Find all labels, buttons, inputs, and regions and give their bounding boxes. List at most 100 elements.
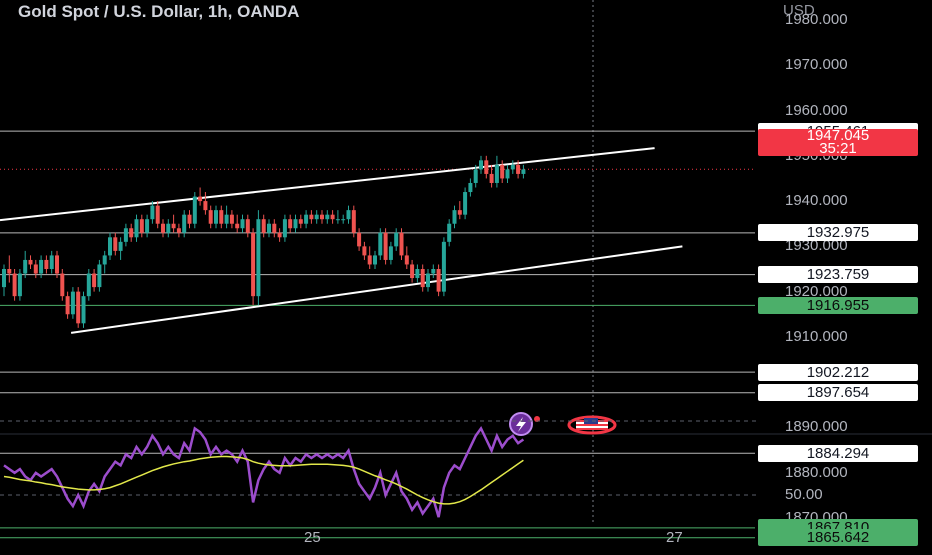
candle-body (33, 264, 38, 274)
candle-body (7, 269, 12, 274)
candle-body (484, 160, 489, 174)
candle-body (2, 269, 6, 288)
candle-body (351, 210, 356, 233)
candle-body (176, 228, 181, 233)
candle-body (325, 214, 330, 220)
candle-body (457, 210, 462, 215)
candle-body (479, 160, 483, 170)
candle-body (192, 196, 197, 224)
candle-body (399, 232, 404, 256)
candle-body (320, 214, 324, 220)
candle-body (118, 241, 123, 251)
candle-body (304, 214, 309, 224)
level-label[interactable]: 1902.212 (758, 363, 918, 381)
candle-body (463, 192, 468, 215)
y-tick-label: 1910.000 (785, 327, 848, 345)
chart-title: Gold Spot / U.S. Dollar, 1h, OANDA (18, 2, 300, 21)
us-flag-icon[interactable] (567, 415, 617, 435)
level-label[interactable]: 1916.955 (758, 296, 918, 314)
rsi-ma-line (3, 455, 524, 505)
y-tick-label: 1960.000 (785, 101, 848, 119)
candle-body (394, 232, 399, 247)
candle-body (203, 201, 208, 211)
candle-body (282, 219, 287, 238)
candle-body (447, 223, 452, 242)
candle-body (150, 205, 155, 220)
candle-body (473, 169, 478, 183)
candle-body (12, 273, 17, 297)
candle-body (70, 291, 75, 315)
candle-body (441, 241, 446, 292)
candle-body (23, 259, 28, 274)
candle-body (404, 255, 409, 265)
candle-body (431, 269, 436, 274)
candle-body (182, 214, 187, 233)
candle-body (123, 228, 128, 242)
flash-event-icon[interactable] (509, 412, 540, 436)
candle-body (235, 223, 240, 229)
level-label[interactable]: 1923.759 (758, 266, 918, 284)
y-tick-label: 1970.000 (785, 56, 848, 74)
candle-body (60, 273, 65, 297)
rsi-tick-label: 50.00 (785, 486, 823, 503)
candle-body (505, 169, 510, 179)
candle-body (367, 255, 372, 265)
candle-body (113, 237, 118, 251)
candle-body (17, 273, 22, 297)
candle-body (357, 232, 362, 247)
candle-body (214, 210, 218, 224)
candle-body (76, 291, 81, 324)
candle-body (346, 210, 351, 220)
currency-label: USD (783, 2, 815, 19)
level-label[interactable]: 1884.294 (758, 444, 918, 462)
bar-countdown: 35:21 (819, 140, 857, 157)
candle-body (500, 164, 505, 179)
candle-body (277, 232, 282, 238)
candle-body (362, 246, 367, 256)
candle-body (145, 219, 150, 233)
candle-body (229, 214, 234, 224)
last-price-tag: 1947.045 35:21 (758, 128, 918, 157)
candle-body (436, 269, 441, 292)
candle-body (55, 255, 59, 274)
candle-body (516, 164, 521, 174)
candle-body (256, 219, 261, 297)
upper-channel-line[interactable] (0, 147, 655, 222)
candle-body (309, 214, 314, 220)
candle-body (521, 169, 526, 174)
level-label[interactable]: 1865.642 (758, 529, 918, 547)
candle-body (489, 173, 494, 183)
candle-body (28, 259, 33, 265)
candle-body (161, 223, 165, 233)
candle-body (415, 269, 420, 279)
candle-body (267, 223, 271, 233)
candle-body (330, 214, 335, 220)
level-label[interactable]: 1897.654 (758, 384, 918, 402)
candle-body (219, 210, 224, 224)
candle-body (452, 210, 457, 224)
candle-body (378, 232, 383, 256)
candle-body (426, 273, 430, 288)
candle-body (224, 214, 229, 224)
candle-body (261, 219, 266, 233)
candle-body (166, 223, 171, 233)
candle-body (298, 219, 303, 224)
candle-body (65, 296, 70, 315)
y-tick-label: 1890.000 (785, 418, 848, 436)
candle-body (420, 269, 425, 288)
candle-body (341, 219, 346, 221)
candle-body (208, 210, 213, 224)
candle-body (155, 205, 160, 224)
candle-body (468, 182, 473, 193)
level-label[interactable]: 1932.975 (758, 224, 918, 242)
y-tick-label: 1930.000 (785, 237, 848, 255)
y-tick-label: 1880.000 (785, 463, 848, 481)
candle-body (314, 214, 319, 220)
candle-body (86, 273, 91, 297)
y-tick-label: 1940.000 (785, 192, 848, 210)
candle-body (335, 219, 340, 221)
candle-body (134, 219, 139, 238)
lower-channel-line[interactable] (70, 245, 683, 334)
